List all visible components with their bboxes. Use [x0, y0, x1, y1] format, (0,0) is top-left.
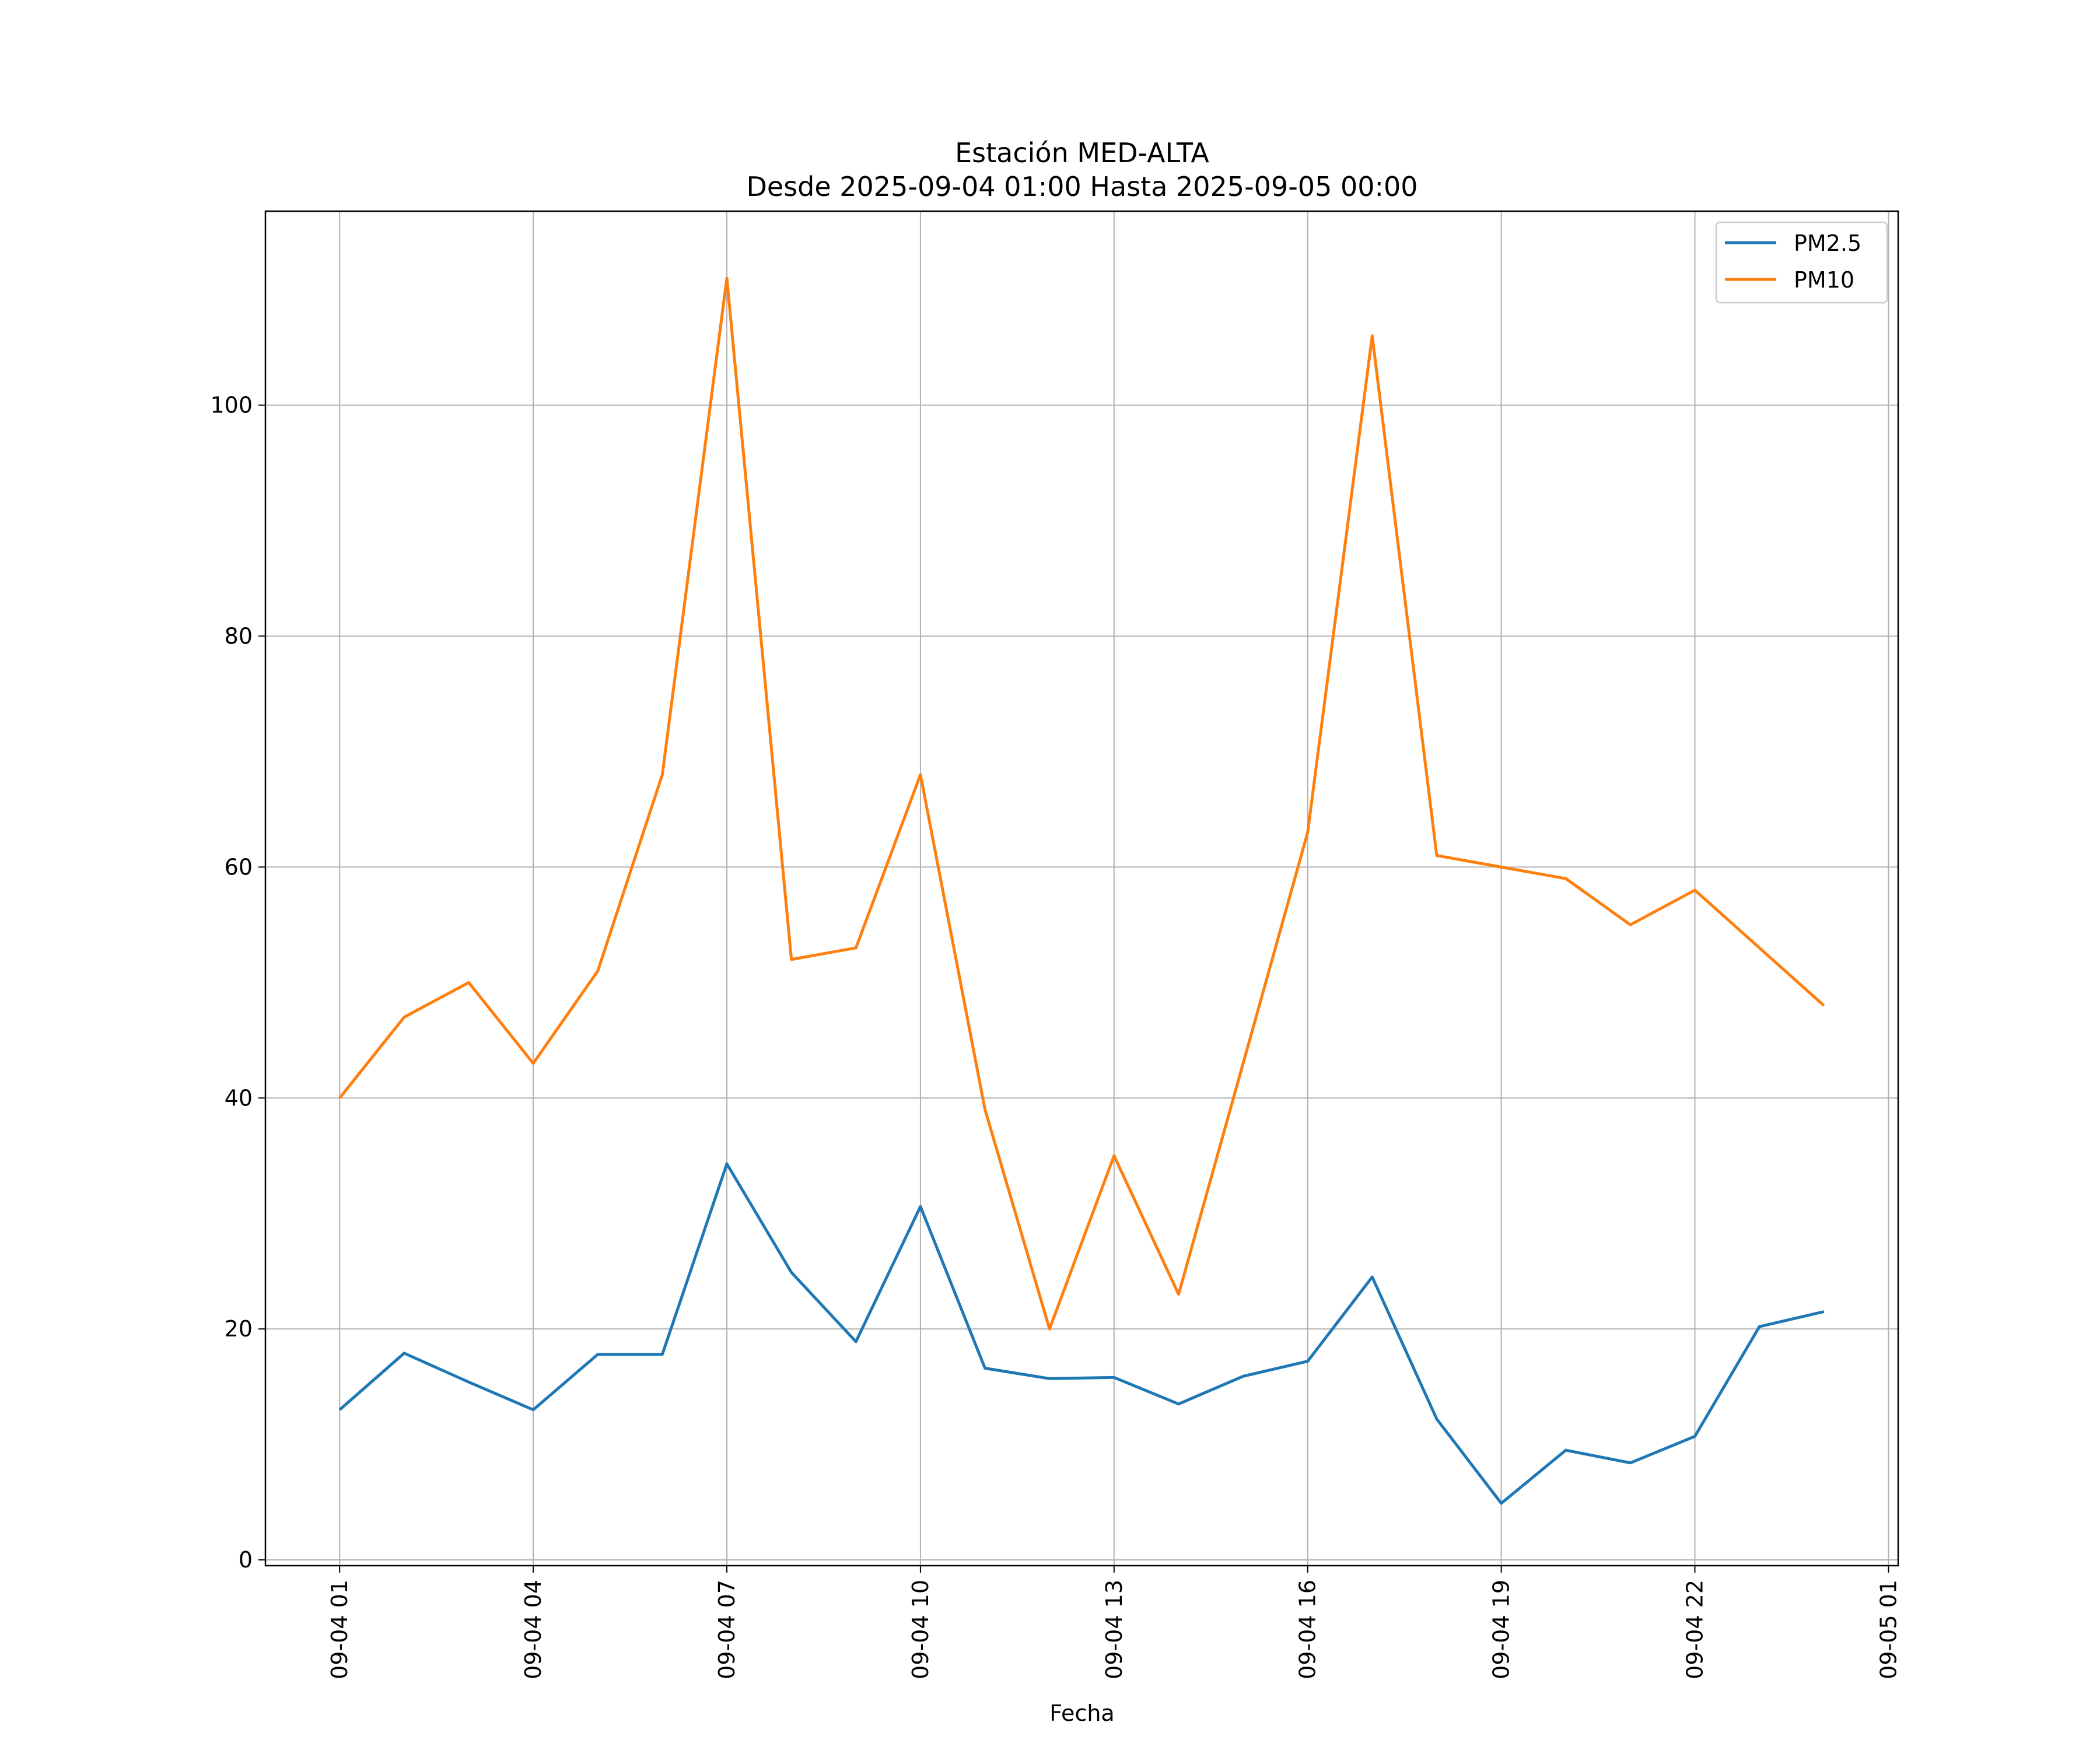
x-tick-label: 09-05 01: [1875, 1580, 1901, 1679]
x-tick-label: 09-04 19: [1489, 1580, 1514, 1679]
grid: [265, 211, 1898, 1566]
x-tick-label: 09-04 04: [520, 1580, 546, 1679]
x-tick-label: 09-04 01: [327, 1580, 352, 1679]
y-tick-label: 60: [225, 854, 253, 880]
y-tick-label: 80: [225, 623, 253, 649]
y-tick-label: 20: [225, 1316, 253, 1342]
y-tick-label: 100: [210, 393, 253, 418]
x-tick-label: 09-04 22: [1682, 1580, 1708, 1679]
chart-title: Estación MED-ALTA: [955, 137, 1209, 169]
chart-subtitle: Desde 2025-09-04 01:00 Hasta 2025-09-05 …: [746, 171, 1418, 202]
y-tick-label: 0: [239, 1547, 253, 1573]
legend-label-pm25: PM2.5: [1794, 230, 1861, 256]
x-axis-label: Fecha: [1049, 1700, 1114, 1726]
series-lines: [338, 276, 1825, 1505]
legend-label-pm10: PM10: [1794, 267, 1854, 293]
x-tick-label: 09-04 10: [908, 1580, 933, 1679]
legend: PM2.5 PM10: [1715, 221, 1888, 304]
y-tick-label: 40: [225, 1085, 253, 1111]
series-line-pm10: [338, 276, 1825, 1331]
plot-frame: [264, 210, 1899, 1567]
ticks: 09-04 01 09-04 04 09-04 07 09-04 10 09-04 13…: [210, 393, 1901, 1679]
x-tick-label: 09-04 16: [1295, 1580, 1321, 1679]
x-tick-label: 09-04 13: [1101, 1580, 1127, 1679]
x-tick-label: 09-04 07: [714, 1580, 740, 1679]
series-line-pm25: [338, 1162, 1825, 1505]
